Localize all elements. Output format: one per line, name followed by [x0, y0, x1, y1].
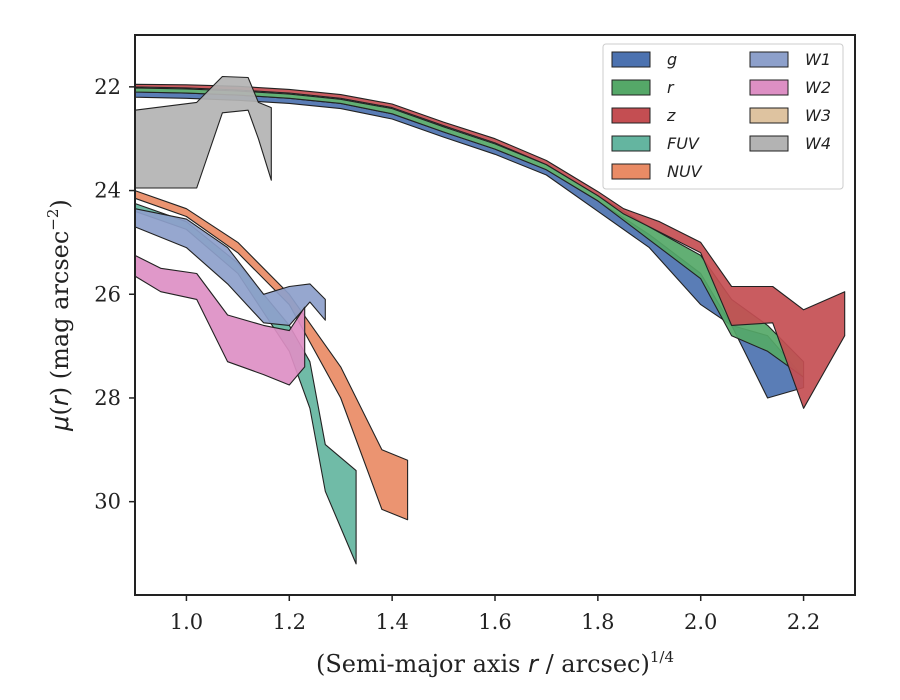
x-tick-label: 1.0: [170, 610, 203, 634]
legend-label-w4: W4: [805, 134, 831, 153]
legend-swatch-w3: [749, 107, 789, 124]
x-tick-label: 1.6: [478, 610, 511, 634]
x-axis-label: (Semi-major axis r / arcsec)1/4: [316, 648, 674, 678]
x-tick-label: 2.2: [787, 610, 820, 634]
y-tick-label: 24: [94, 179, 121, 203]
legend-label-fuv: FUV: [667, 134, 700, 153]
legend: grz FUV NUV W1 W2 W3 W4: [602, 43, 844, 190]
series-bands: [134, 75, 846, 565]
y-tick-label: 26: [94, 282, 121, 306]
band-w1: [134, 208, 326, 326]
legend-swatch-g: [611, 51, 651, 68]
legend-swatch-w4: [749, 135, 789, 152]
y-axis-label-mu: μ: [46, 416, 74, 432]
legend-swatch-z: [611, 107, 651, 124]
y-tick-label: 28: [94, 386, 121, 410]
x-axis-label-pre: (Semi-major axis: [316, 650, 528, 678]
y-axis-label-unit: (mag arcsec: [46, 231, 74, 387]
legend-swatch-w2: [749, 79, 789, 96]
band-w2: [134, 254, 306, 386]
x-axis-label-var: r: [528, 650, 540, 678]
y-axis-label-end: ): [46, 199, 74, 208]
legend-label-r: r: [667, 78, 675, 97]
legend-label-w1: W1: [805, 50, 831, 69]
x-tick-label: 2.0: [684, 610, 717, 634]
y-axis-label-var: r: [46, 394, 74, 406]
band-z: [134, 83, 846, 409]
x-axis-label-post: / arcsec): [538, 650, 650, 678]
y-axis-label: μ(r) (mag arcsec−2): [44, 199, 74, 432]
y-tick-label: 22: [94, 75, 121, 99]
legend-label-w3: W3: [805, 106, 831, 125]
band-nuv: [134, 190, 409, 521]
x-axis-label-sup: 1/4: [650, 648, 674, 666]
y-tick-label: 30: [94, 490, 121, 514]
y-axis-label-sup: −2: [44, 209, 62, 231]
legend-swatch-fuv: [611, 135, 651, 152]
legend-swatch-nuv: [611, 163, 651, 180]
legend-label-w2: W2: [805, 78, 831, 97]
x-tick-label: 1.4: [375, 610, 408, 634]
legend-label-g: g: [667, 50, 677, 69]
x-tick-label: 1.2: [273, 610, 306, 634]
y-axis-label-lp: (: [46, 406, 74, 415]
x-tick-label: 1.8: [581, 610, 614, 634]
legend-label-nuv: NUV: [667, 162, 703, 181]
legend-swatch-w1: [749, 51, 789, 68]
y-axis-label-rp: ): [46, 387, 74, 396]
legend-swatch-r: [611, 79, 651, 96]
band-w4: [134, 75, 272, 189]
y-axis-ticks: 22 24 26 28 30: [94, 75, 135, 514]
legend-label-z: z: [666, 106, 676, 125]
x-axis-ticks: 1.0 1.2 1.4 1.6 1.8 2.0 2.2: [170, 595, 820, 634]
